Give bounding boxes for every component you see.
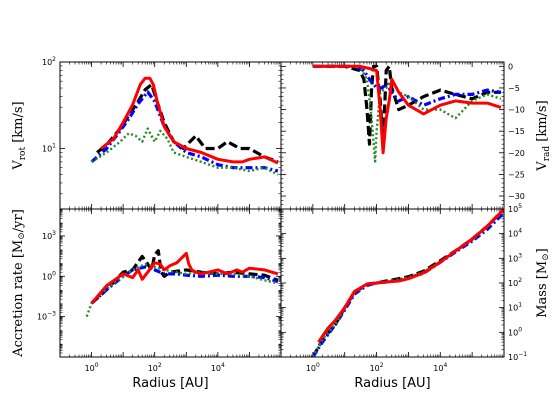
ticks-top-right: 0 −5 −10 −15 −20 −25 −30 <box>281 61 525 210</box>
y-tick-label: 103 <box>508 252 522 263</box>
series-line-0 <box>311 209 504 357</box>
series-line-3 <box>312 64 502 155</box>
y-tick-label: 105 <box>508 203 522 214</box>
y-axis-label: Vrad [km/s] <box>535 100 552 171</box>
series-group <box>311 209 504 357</box>
y-tick-label: 104 <box>508 228 522 239</box>
x-axis-label: Radius [AU] <box>132 376 208 391</box>
series-line-3 <box>317 209 504 343</box>
series-line-3 <box>100 76 279 165</box>
ticks-bottom-right: 10−1 100 101 102 103 104 105 100 102 104 <box>281 203 527 373</box>
axes-frame <box>280 208 505 358</box>
y-tick-label: 101 <box>42 143 56 154</box>
panel-top-right: 0 −5 −10 −15 −20 −25 −30 <box>280 61 525 210</box>
ticks-bottom-left: 10−3 100 103 100 102 104 <box>37 209 281 373</box>
ticks-top-left: 101 102 <box>42 56 281 209</box>
x-tick-label: 104 <box>211 362 225 373</box>
x-tick-label: 104 <box>433 362 447 373</box>
series-group <box>90 76 279 176</box>
series-line-3 <box>90 251 279 305</box>
y-tick-label: 10−1 <box>508 351 527 362</box>
y-tick-label: 103 <box>42 230 56 241</box>
x-tick-label: 102 <box>370 362 384 373</box>
series-line-0 <box>312 64 501 146</box>
y-axis-label: Mass [M⊙] <box>535 248 551 318</box>
series-line-2 <box>85 262 279 318</box>
y-tick-label: 10−3 <box>37 311 56 322</box>
x-tick-label: 102 <box>148 362 162 373</box>
series-line-0 <box>90 249 279 305</box>
series-group <box>312 64 502 163</box>
x-tick-label: 100 <box>85 362 99 373</box>
y-tick-label: 102 <box>42 56 56 67</box>
y-axis-label: Vrot [km/s] <box>11 101 28 170</box>
series-line-2 <box>90 127 279 176</box>
y-tick-label: −15 <box>508 127 525 136</box>
y-tick-label: −20 <box>508 149 525 158</box>
panel-top-left: 101 102 <box>42 56 282 210</box>
y-tick-label: −10 <box>508 106 525 115</box>
axes-frame <box>59 208 282 358</box>
series-line-2 <box>312 65 502 163</box>
y-tick-label: −30 <box>508 192 525 201</box>
panel-bottom-right: 10−1 100 101 102 103 104 105 100 102 104 <box>280 203 527 373</box>
x-axis-label: Radius [AU] <box>354 376 430 391</box>
x-tick-label: 100 <box>306 362 320 373</box>
y-tick-label: 100 <box>42 270 56 281</box>
y-tick-label: 0 <box>508 62 513 71</box>
y-tick-label: −25 <box>508 170 525 179</box>
panel-bottom-left: 10−3 100 103 100 102 104 <box>37 208 282 373</box>
y-tick-label: 101 <box>508 302 522 313</box>
y-axis-label: Accretion rate [M⊙/yr] <box>11 209 27 358</box>
series-line-2 <box>311 209 504 357</box>
y-tick-label: 100 <box>508 326 522 337</box>
y-tick-label: −5 <box>508 84 520 93</box>
series-group <box>85 249 279 318</box>
y-tick-label: 102 <box>508 277 522 288</box>
